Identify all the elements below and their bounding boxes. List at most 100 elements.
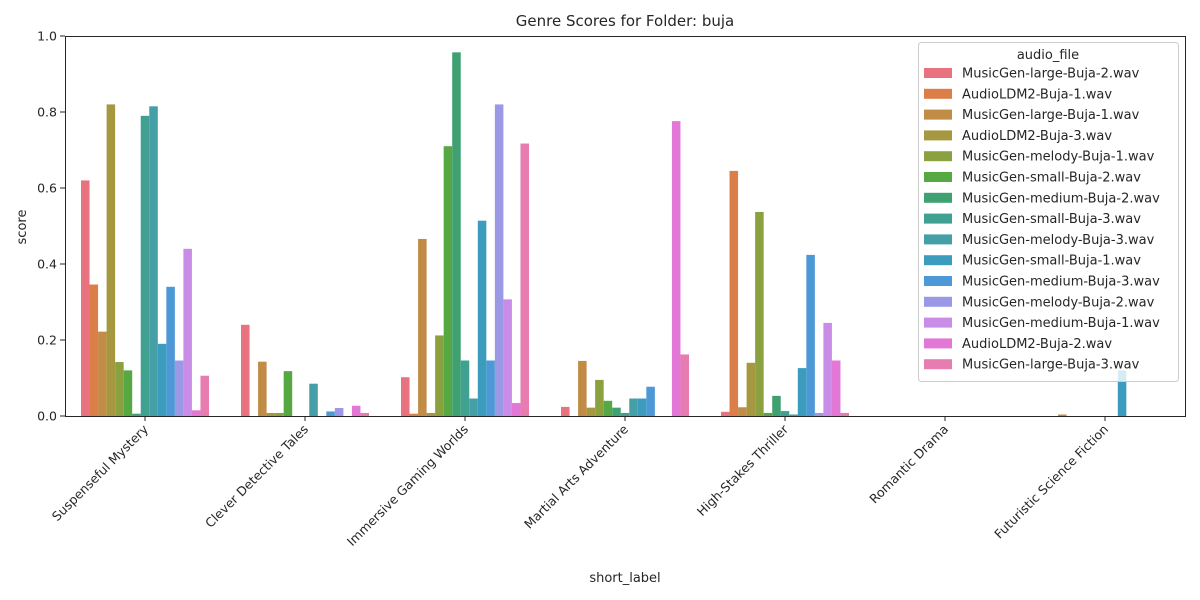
bar [561, 406, 570, 416]
bar [586, 407, 596, 416]
legend-swatch [924, 276, 952, 286]
bar [401, 377, 410, 416]
x-tick-label: Romantic Drama [866, 422, 951, 507]
legend-label: MusicGen-small-Buja-1.wav [962, 254, 1141, 269]
bar [115, 362, 124, 416]
bar [486, 360, 495, 416]
legend-swatch [924, 338, 952, 349]
bar [746, 362, 756, 416]
bar [477, 220, 487, 416]
bar [443, 146, 453, 416]
bar [123, 370, 133, 416]
bar [266, 412, 276, 416]
bar [81, 180, 90, 416]
legend-swatch [924, 192, 952, 203]
bar [620, 412, 630, 416]
y-axis: 0.0 0.2 0.4 0.6 0.8 1.0 [37, 29, 65, 424]
legend-label: MusicGen-melody-Buja-2.wav [962, 295, 1155, 310]
bar [721, 411, 730, 416]
bar [503, 299, 512, 416]
bar [729, 170, 739, 416]
bar [326, 411, 335, 416]
bar [578, 360, 587, 416]
legend-title: audio_file [1017, 48, 1079, 63]
bar [780, 411, 790, 416]
y-tick-label: 0.8 [37, 105, 57, 120]
x-axis-label: short_label [589, 571, 660, 586]
bar [789, 414, 798, 416]
y-tick-label: 0.4 [37, 257, 57, 272]
bar [1058, 414, 1067, 416]
x-tick-label: Immersive Gaming Worlds [344, 422, 471, 549]
bar [823, 322, 832, 416]
legend-label: MusicGen-large-Buja-1.wav [962, 108, 1140, 123]
x-tick-label: High-Stakes Thriller [694, 421, 792, 519]
legend-swatch [924, 234, 952, 245]
bar [166, 286, 175, 416]
y-tick-label: 0.2 [37, 333, 57, 348]
bar [334, 408, 344, 416]
bar [283, 371, 293, 416]
bar [418, 238, 427, 416]
chart-title: Genre Scores for Folder: buja [516, 12, 734, 30]
bar [511, 403, 521, 416]
legend-swatch [924, 151, 952, 162]
bar [98, 331, 107, 416]
bar [806, 254, 815, 416]
bar [494, 104, 504, 417]
bar [646, 386, 655, 416]
legend-swatch [924, 172, 952, 182]
y-tick-label: 0.6 [37, 181, 57, 196]
y-tick-label: 0.0 [37, 409, 57, 424]
legend-label: MusicGen-large-Buja-3.wav [962, 358, 1140, 373]
bar [435, 335, 444, 416]
bar [814, 412, 824, 416]
x-tick-label: Martial Arts Adventure [521, 421, 631, 531]
x-axis: Suspenseful Mystery Clever Detective Tale… [49, 416, 1111, 549]
x-tick-label: Futuristic Science Fiction [991, 422, 1111, 542]
bar [755, 211, 764, 416]
legend-swatch [924, 317, 952, 328]
legend-swatch [924, 68, 952, 78]
bar [106, 104, 116, 417]
bar [772, 395, 781, 416]
bar [140, 115, 150, 417]
legend-swatch [924, 213, 952, 224]
legend-swatch [924, 88, 952, 99]
bar [629, 398, 638, 416]
legend-label: AudioLDM2-Buja-1.wav [962, 87, 1112, 102]
legend-label: MusicGen-medium-Buja-3.wav [962, 275, 1160, 290]
y-axis-label: score [15, 210, 30, 245]
legend-frame [918, 42, 1179, 382]
bar [241, 324, 250, 416]
bar [174, 360, 184, 416]
bar [183, 248, 192, 416]
bar [275, 412, 284, 416]
bars-group [81, 52, 1127, 417]
bar [89, 284, 99, 416]
legend: audio_file MusicGen-large-Buja-2.wav Audi… [918, 42, 1179, 382]
legend-label: AudioLDM2-Buja-2.wav [962, 337, 1112, 352]
legend-label: MusicGen-large-Buja-2.wav [962, 67, 1140, 82]
x-tick-label: Suspenseful Mystery [49, 421, 152, 524]
bar [520, 143, 529, 417]
legend-swatch [924, 255, 952, 266]
legend-label: MusicGen-medium-Buja-2.wav [962, 191, 1160, 206]
y-tick-label: 1.0 [37, 29, 57, 44]
legend-label: MusicGen-melody-Buja-1.wav [962, 150, 1155, 165]
legend-label: MusicGen-melody-Buja-3.wav [962, 233, 1155, 248]
x-tick-label: Clever Detective Tales [202, 422, 311, 531]
bar [1117, 370, 1127, 416]
legend-label: MusicGen-small-Buja-2.wav [962, 171, 1141, 186]
bar [149, 106, 158, 417]
bar [612, 407, 621, 416]
bar [157, 343, 167, 416]
bar [132, 413, 141, 416]
legend-label: MusicGen-small-Buja-3.wav [962, 212, 1141, 227]
bar [360, 412, 369, 416]
bar [452, 52, 461, 417]
bar [763, 412, 773, 416]
legend-label: AudioLDM2-Buja-3.wav [962, 129, 1112, 144]
bar [840, 412, 849, 416]
